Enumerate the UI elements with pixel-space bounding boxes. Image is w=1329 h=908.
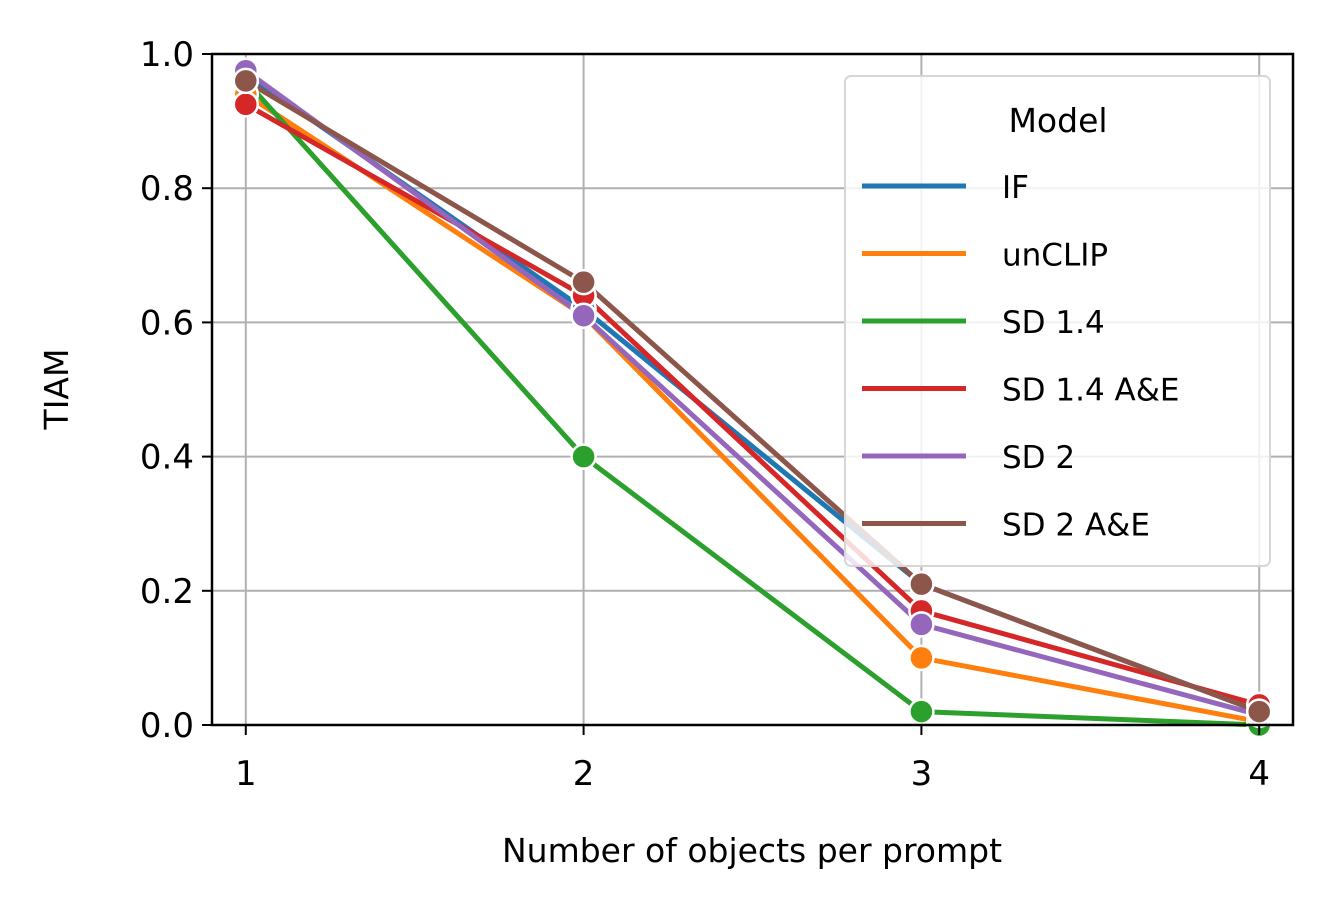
series-4 bbox=[243, 68, 1262, 718]
series-2 bbox=[243, 78, 1262, 728]
series-line bbox=[243, 78, 1262, 715]
series-1 bbox=[243, 91, 1262, 725]
x-tick-label: 1 bbox=[235, 754, 257, 794]
legend-entry: SD 2 A&E bbox=[862, 508, 1150, 544]
legend-entry: SD 1.4 A&E bbox=[862, 373, 1180, 409]
x-tick-label: 2 bbox=[573, 754, 595, 794]
series-line bbox=[243, 91, 1262, 725]
series-lines bbox=[232, 57, 1273, 739]
data-point bbox=[232, 91, 260, 118]
legend-entry: SD 2 bbox=[862, 440, 1075, 476]
x-axis-label: Number of objects per prompt bbox=[502, 831, 1002, 870]
data-point bbox=[908, 644, 935, 672]
x-tick-label: 4 bbox=[1248, 754, 1270, 794]
legend-label: SD 2 bbox=[1002, 440, 1075, 476]
legend-label: unCLIP bbox=[1002, 238, 1108, 274]
series-line bbox=[243, 78, 1262, 728]
y-tick-label: 0.4 bbox=[140, 438, 194, 478]
y-tick-label: 0.0 bbox=[140, 706, 194, 746]
data-point bbox=[908, 570, 935, 598]
series-line bbox=[243, 68, 1262, 718]
y-tick-label: 0.2 bbox=[140, 572, 194, 612]
data-point bbox=[232, 67, 260, 95]
legend-label: SD 2 A&E bbox=[1002, 508, 1150, 544]
legend-title: Model bbox=[1008, 101, 1107, 140]
legend-box bbox=[844, 75, 1271, 567]
data-point bbox=[570, 268, 597, 296]
data-point bbox=[570, 443, 597, 470]
legend-entry: IF bbox=[862, 170, 1029, 206]
y-tick-label: 0.8 bbox=[140, 169, 194, 209]
legend: Model IF unCLIP SD 1.4 SD 1.4 A&E SD 2 SD 2 A… bbox=[844, 75, 1271, 567]
series-line bbox=[243, 101, 1262, 708]
y-tick-label: 1.0 bbox=[140, 35, 194, 75]
series-3 bbox=[243, 101, 1262, 708]
data-point bbox=[570, 302, 597, 329]
y-axis-label: TIAM bbox=[37, 349, 76, 431]
legend-entry: unCLIP bbox=[862, 238, 1108, 274]
legend-entry: SD 1.4 bbox=[862, 305, 1105, 341]
legend-entries: IF unCLIP SD 1.4 SD 1.4 A&E SD 2 SD 2 A&E bbox=[862, 170, 1180, 544]
data-point bbox=[908, 698, 935, 725]
x-tick-label: 3 bbox=[911, 754, 933, 794]
series-5 bbox=[243, 78, 1262, 715]
legend-label: SD 1.4 A&E bbox=[1002, 373, 1180, 409]
y-tick-label: 0.6 bbox=[140, 303, 194, 343]
series-markers-5 bbox=[232, 67, 1273, 725]
axes: 1 2 3 4 0.0 0.2 0.4 0.6 0.8 1.0 bbox=[140, 35, 1295, 794]
data-point bbox=[1245, 698, 1273, 725]
data-point bbox=[908, 611, 935, 638]
plot-frame bbox=[210, 52, 1295, 727]
legend-label: IF bbox=[1002, 170, 1029, 206]
legend-label: SD 1.4 bbox=[1002, 305, 1105, 341]
